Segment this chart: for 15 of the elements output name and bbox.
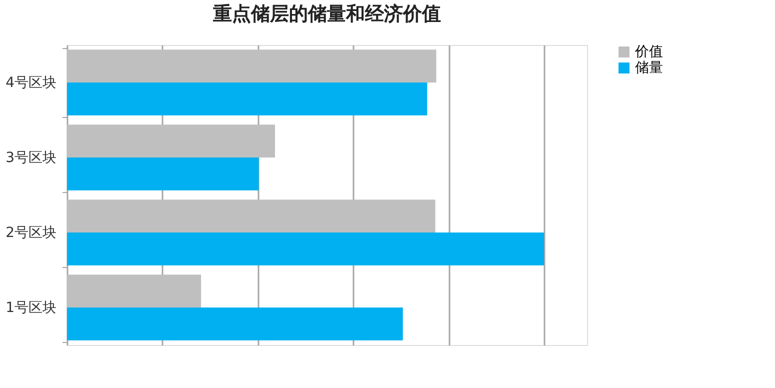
bar bbox=[67, 50, 436, 82]
y-tick-label: 4号区块 bbox=[6, 75, 56, 91]
bar bbox=[67, 274, 202, 308]
y-tick-label: 3号区块 bbox=[6, 150, 56, 166]
bar bbox=[67, 82, 428, 116]
bar bbox=[67, 308, 403, 340]
chart-title: 重点储层的储量和经济价值 bbox=[212, 3, 441, 25]
bar bbox=[67, 200, 436, 232]
legend-label: 储量 bbox=[635, 60, 663, 76]
y-tick-label: 2号区块 bbox=[6, 225, 56, 241]
legend-label: 价值 bbox=[634, 44, 663, 60]
y-tick-label: 1号区块 bbox=[6, 300, 56, 316]
bar bbox=[67, 124, 275, 158]
bar bbox=[67, 232, 544, 266]
bar bbox=[67, 158, 259, 190]
